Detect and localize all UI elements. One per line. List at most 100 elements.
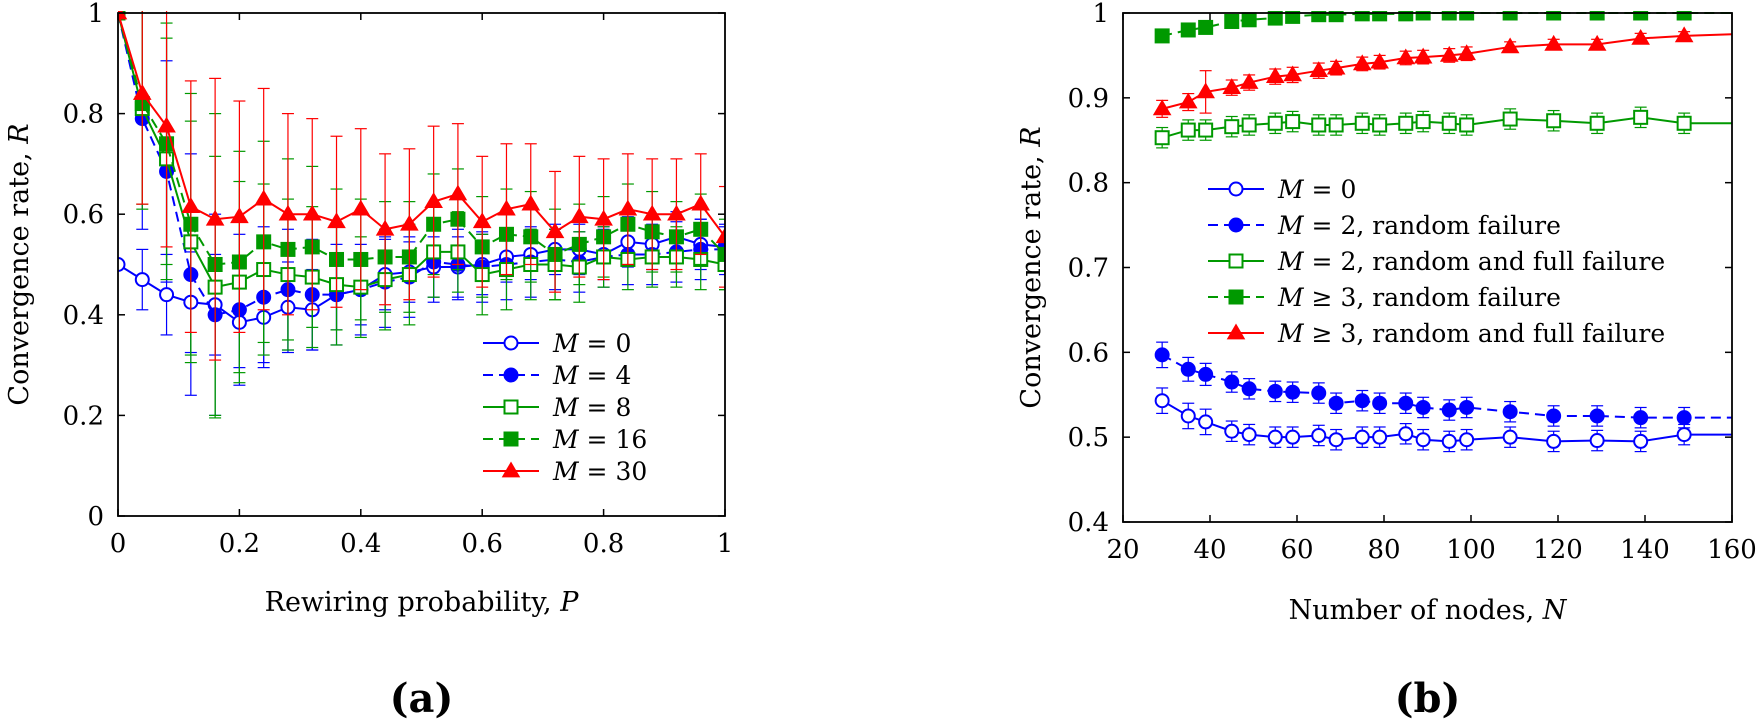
legend-entry: M ≥ 3, random and full failure [1277, 319, 1665, 348]
data-point [1241, 427, 1257, 443]
data-point [521, 194, 541, 211]
y-tick-label: 0.4 [63, 301, 104, 331]
data-point [1283, 65, 1302, 82]
data-point [424, 192, 443, 208]
legend-marker [503, 431, 519, 447]
legend-var: M [1277, 319, 1305, 348]
y-axis-label-var: R [4, 123, 35, 144]
series-4 [118, 11, 725, 416]
data-point [1239, 73, 1259, 89]
legend-text: = 4 [579, 361, 632, 390]
y-axis-label: Convergence rate, R [1016, 126, 1047, 408]
data-point [1354, 429, 1370, 445]
data-point [1241, 12, 1257, 28]
y-tick-label: 0.6 [1068, 338, 1109, 368]
data-point [118, 257, 126, 272]
data-point [1676, 410, 1692, 426]
data-point [1676, 115, 1692, 131]
data-point [1326, 58, 1346, 75]
x-tick-label: 20 [1106, 535, 1139, 565]
chart-panel-2: 20 40 60 80 100 120 140 160 0.4 0.5 0.6 0.7 0.8 0.9 1 M… [1016, 0, 1757, 722]
plot-area [118, 11, 725, 419]
data-point [1224, 374, 1240, 390]
y-axis-label: Convergence rate, R [4, 123, 35, 405]
data-point [1285, 11, 1301, 24]
y-tick-label: 0.7 [1068, 254, 1109, 284]
data-point [1370, 52, 1389, 69]
data-point [1180, 408, 1196, 424]
legend-entry: M = 4 [552, 361, 631, 390]
data-point [1152, 99, 1172, 116]
data-point [448, 184, 468, 201]
legend-entry: M = 2, random failure [1277, 211, 1561, 240]
legend-marker [503, 335, 519, 351]
y-tick-label: 0 [87, 502, 104, 532]
data-point [1398, 395, 1414, 411]
data-point [1546, 433, 1562, 449]
legend-entry: M = 2, random and full failure [1277, 247, 1665, 276]
y-tick-label: 0.6 [63, 200, 104, 230]
data-point [1154, 130, 1170, 146]
data-point [1502, 429, 1518, 445]
legend-var: M [1277, 247, 1305, 276]
data-point [1328, 432, 1344, 448]
x-tick-label: 0.2 [219, 529, 260, 559]
panel-label: (b) [1395, 675, 1461, 722]
legend-entry: M ≥ 3, random failure [1277, 283, 1561, 312]
series-line [118, 12, 725, 238]
legend-text: ≥ 3, random and full failure [1304, 319, 1666, 348]
data-point [1459, 432, 1475, 448]
y-tick-label: 0.8 [1068, 169, 1109, 199]
data-point [1267, 11, 1283, 26]
data-point [545, 222, 565, 239]
data-point [1198, 122, 1214, 138]
x-axis-label-text: Rewiring probability, [265, 587, 561, 618]
y-tick-label: 0.2 [63, 401, 104, 431]
x-tick-label: 1 [717, 529, 734, 559]
data-point [1372, 429, 1388, 445]
data-point [1224, 119, 1240, 135]
data-point [1457, 44, 1476, 61]
y-tick-label: 0.9 [1068, 84, 1109, 114]
data-point [1589, 408, 1605, 424]
data-point [205, 209, 225, 226]
data-point [1674, 26, 1694, 43]
data-point [1354, 115, 1370, 131]
x-tick-label: 140 [1620, 535, 1670, 565]
data-point [1352, 54, 1372, 71]
data-point [1267, 429, 1283, 445]
data-point [1154, 347, 1170, 363]
data-point [1459, 399, 1475, 415]
x-axis-label: Number of nodes, N [1289, 595, 1568, 626]
chart-panel-1: 0 0.2 0.4 0.6 0.8 100.20.40.60.81M = 0M = 4M … [4, 0, 733, 722]
data-point [497, 199, 516, 216]
error-bar [719, 185, 725, 288]
legend-entry: M = 30 [552, 457, 647, 486]
legend-marker [1228, 289, 1244, 305]
x-tick-label: 60 [1280, 535, 1313, 565]
data-point [1154, 393, 1170, 409]
data-point [1415, 432, 1431, 448]
data-point [1224, 423, 1240, 439]
legend-var: M [552, 393, 580, 422]
x-tick-label: 0.6 [462, 529, 503, 559]
y-axis-label-var: R [1016, 126, 1047, 147]
legend-text: ≥ 3, random failure [1304, 283, 1561, 312]
legend-text: = 30 [579, 457, 648, 486]
data-point [157, 116, 176, 133]
data-point [717, 246, 725, 262]
legend-text: = 2, random failure [1304, 211, 1561, 240]
x-axis-label-var: P [559, 587, 579, 618]
legend-var: M [552, 329, 580, 358]
data-point [1441, 433, 1457, 449]
x-tick-label: 120 [1533, 535, 1583, 565]
data-point [1285, 429, 1301, 445]
plot-frame [1122, 12, 1733, 523]
data-point [400, 214, 419, 231]
data-point [132, 84, 152, 100]
data-point [1311, 117, 1327, 133]
data-point [1198, 414, 1214, 430]
error-bar [719, 218, 725, 291]
data-point [278, 204, 298, 221]
data-point [1154, 28, 1170, 44]
